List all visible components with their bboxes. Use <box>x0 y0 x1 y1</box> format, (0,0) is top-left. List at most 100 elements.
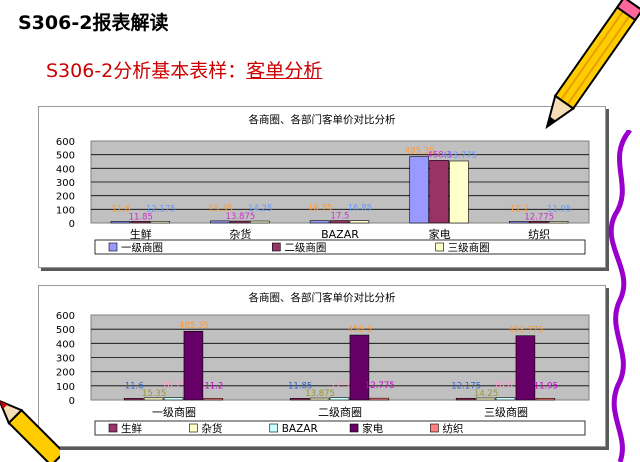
chart1-legend-label: 三级商圈 <box>448 241 490 254</box>
chart2-legend-label: 生鲜 <box>121 422 142 435</box>
chart2-ytick-label: 300 <box>56 354 75 365</box>
chart1-data-label: 453.775 <box>442 151 477 161</box>
chart2-data-label: 11.95 <box>534 381 558 391</box>
chart1-ytick-label: 500 <box>56 151 75 162</box>
chart1-legend-swatch <box>108 242 118 252</box>
chart1-category-label: 杂货 <box>229 227 251 241</box>
chart1-legend-swatch <box>272 242 281 252</box>
chart1-data-label: 12.775 <box>524 212 554 222</box>
chart1-bar <box>528 220 549 224</box>
chart2-bar <box>309 397 330 401</box>
chart1-ytick-label: 0 <box>69 219 75 230</box>
chart2-bar <box>123 398 144 401</box>
chart2-bar <box>535 398 556 401</box>
chart1-legend-box <box>94 239 586 255</box>
chart2-data-label: 14.25 <box>474 389 498 399</box>
chart2-ytick-label: 600 <box>56 311 75 322</box>
chart1-bar <box>110 221 131 224</box>
chart2-bar <box>455 397 476 401</box>
chart2-bar <box>163 397 184 401</box>
chart2-legend-label: 家电 <box>362 422 383 435</box>
chart1-ytick-label: 300 <box>56 178 75 189</box>
pencil-icon <box>545 0 640 130</box>
chart2-bar <box>289 398 310 401</box>
chart1-bar <box>349 220 370 224</box>
chart2-ytick-label: 400 <box>56 339 75 350</box>
chart-2: 各商圈、各部门客单价对比分析 0 100 200 300 400 500 600 11.615.… <box>56 291 590 436</box>
chart1-category-label: 纺织 <box>528 227 550 241</box>
chart2-title: 各商圈、各部门客单价对比分析 <box>249 291 396 304</box>
chart1-data-label: 485.35 <box>405 147 435 157</box>
chart2-data-label: 13.875 <box>305 389 335 399</box>
chart1-bar <box>548 221 569 224</box>
chart2-bar <box>349 334 370 401</box>
chart2-legend-label: BAZAR <box>282 423 318 435</box>
chart1-legend-swatch <box>435 242 444 252</box>
chart1-bar <box>130 221 151 224</box>
pencil-bottom-icon <box>0 400 60 462</box>
chart1-bar <box>409 156 429 224</box>
chart1-data-label: 12.175 <box>146 204 176 214</box>
chart2-data-label: 12.175 <box>451 381 481 391</box>
chart2-legend-swatch <box>269 423 279 433</box>
chart2-bar <box>369 397 390 401</box>
chart2-data-label: 11.6 <box>125 381 144 391</box>
chart2-bar <box>475 397 496 401</box>
chart2-bar <box>203 398 224 401</box>
chart-1: 各商圈、各部门客单价对比分析010020030040050060011.611.… <box>56 113 590 255</box>
chart1-bar <box>509 221 529 224</box>
chart2-category-label: 二级商圈 <box>318 405 362 419</box>
chart2-legend-swatch <box>430 423 439 433</box>
chart1-bar <box>329 220 350 224</box>
chart2-data-label: 16.85 <box>494 381 518 391</box>
chart2-ytick-label: 100 <box>56 382 75 393</box>
chart1-title: 各商圈、各部门客单价对比分析 <box>249 113 396 126</box>
chart1-category-label: 生鲜 <box>130 227 152 241</box>
chart2-data-label: 11.85 <box>288 381 312 391</box>
chart2-legend-swatch <box>349 423 359 433</box>
chart-panel-2: 各商圈、各部门客单价对比分析 0 100 200 300 400 500 600 11.6 15.… <box>38 285 606 447</box>
chart1-ytick-label: 100 <box>56 205 75 216</box>
chart2-bar <box>495 397 516 401</box>
chart1-ytick-label: 400 <box>56 164 75 175</box>
chart1-data-label: 11.95 <box>547 204 571 214</box>
chart2-ytick-label: 0 <box>69 396 75 407</box>
chart2-data-label: 458.3 <box>348 325 372 335</box>
chart1-ytick-label: 600 <box>56 137 75 148</box>
chart1-data-label: 15.35 <box>208 204 232 214</box>
chart2-ytick-label: 200 <box>56 368 75 379</box>
chart2-bar <box>515 335 536 401</box>
chart1-data-label: 16.85 <box>348 204 372 214</box>
chart1-ytick-label: 200 <box>56 192 75 203</box>
chart1-bar <box>250 220 270 224</box>
chart2-data-label: 485.35 <box>179 321 209 331</box>
subtitle-highlight: 客单分析 <box>246 60 323 82</box>
chart2-data-label: 11.2 <box>204 381 223 391</box>
chart2-data-label: 15.35 <box>142 389 166 399</box>
chart1-legend-label: 一级商圈 <box>121 241 163 254</box>
chart2-category-label: 一级商圈 <box>152 405 196 419</box>
chart2-category-label: 三级商圈 <box>484 405 528 419</box>
chart1-bar <box>309 220 330 224</box>
chart1-category-label: BAZAR <box>321 228 359 241</box>
chart1-data-label: 17.5 <box>331 212 350 222</box>
slide-title: S306-2报表解读 <box>18 12 169 34</box>
chart2-bar <box>329 397 350 401</box>
chart1-bar <box>230 220 250 224</box>
chart2-legend-label: 杂货 <box>201 422 222 435</box>
chart2-legend-swatch <box>108 423 118 433</box>
chart1-category-label: 家电 <box>429 227 451 241</box>
slide-subtitle: S306-2分析基本表样：客单分析 <box>46 56 322 83</box>
chart1-data-label: 458.3 <box>427 150 451 160</box>
chart1-data-label: 11.2 <box>510 204 529 214</box>
chart2-bar <box>183 330 204 401</box>
chart2-bar <box>143 397 164 401</box>
chart2-data-label: 12.775 <box>365 381 395 391</box>
chart2-legend-swatch <box>189 423 198 433</box>
chart1-bar <box>429 160 449 224</box>
chart2-legend-box <box>94 420 586 436</box>
chart1-legend-label: 二级商圈 <box>284 241 326 254</box>
wavy-line-decoration <box>608 130 632 462</box>
chart1-data-label: 14.25 <box>248 204 272 214</box>
subtitle-prefix: S306-2分析基本表样： <box>46 60 247 82</box>
